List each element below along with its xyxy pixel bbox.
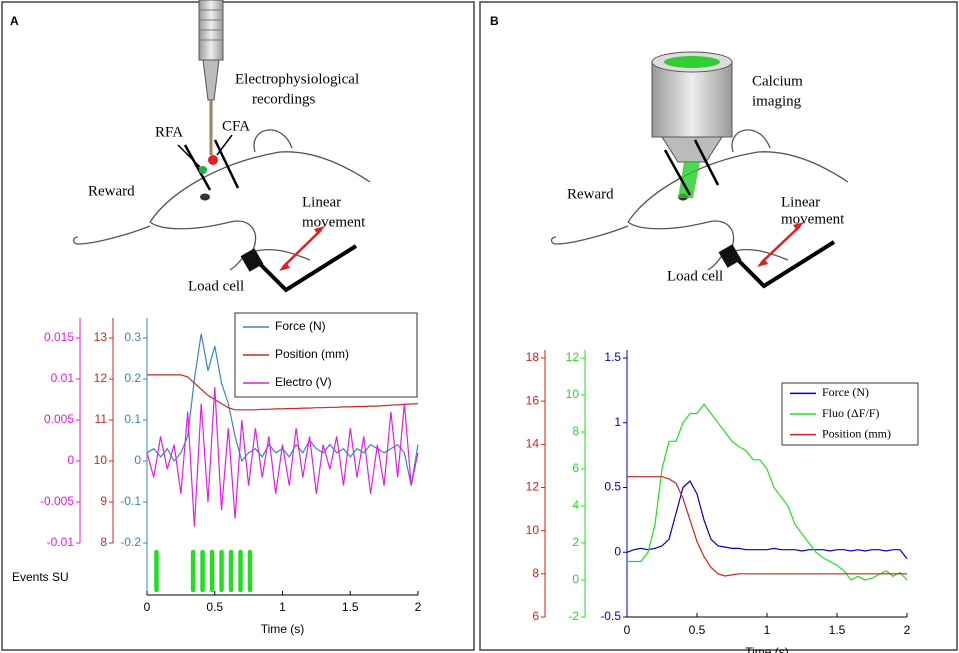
- annotation: Load cell: [667, 268, 723, 284]
- y-tick-label: 2: [572, 535, 579, 549]
- series-line: [147, 374, 419, 411]
- series-line: [146, 387, 419, 527]
- x-tick-label: 0.5: [206, 600, 223, 614]
- annotation: RFA: [155, 124, 183, 140]
- annotation: imaging: [752, 93, 802, 109]
- x-tick-label: 0: [624, 623, 631, 637]
- series-line: [626, 480, 908, 560]
- y-tick-label: 1.5: [604, 350, 621, 364]
- x-tick-label: 0: [144, 600, 151, 614]
- y-tick-label: 10: [526, 523, 540, 537]
- y-tick-label: 16: [526, 393, 540, 407]
- y-tick-label: -0.2: [120, 535, 141, 549]
- illustration: [72, 0, 371, 293]
- annotation: Load cell: [188, 278, 244, 294]
- y-tick-label: 9: [100, 494, 107, 508]
- x-tick-label: 2: [904, 623, 911, 637]
- y-tick-label: 8: [100, 535, 107, 549]
- y-tick-label: -0.005: [40, 494, 74, 508]
- y-tick-label: 0.005: [44, 412, 74, 426]
- annotation: CFA: [222, 118, 250, 134]
- y-tick-label: 6: [532, 609, 539, 623]
- x-axis-title: Time (s): [261, 622, 305, 636]
- y-tick-label: 0: [134, 453, 141, 467]
- y-tick-label: 8: [532, 566, 539, 580]
- annotation: Electrophysiological: [235, 71, 359, 87]
- panel-label: A: [10, 14, 19, 28]
- annotation: recordings: [252, 91, 315, 107]
- illustration: [550, 51, 849, 289]
- y-tick-label: -0.01: [47, 535, 75, 549]
- x-tick-label: 2: [415, 600, 422, 614]
- x-tick-label: 1.5: [342, 600, 359, 614]
- y-tick-label: 0: [67, 453, 74, 467]
- annotation: movement: [781, 211, 845, 227]
- y-tick-label: 0: [614, 544, 621, 558]
- panel-label: B: [490, 14, 499, 28]
- annotation: movement: [302, 214, 366, 230]
- legend-label: Electro (V): [275, 375, 332, 389]
- x-tick-label: 1.5: [829, 623, 846, 637]
- legend-label: Force (N): [822, 385, 869, 399]
- y-tick-label: 0.2: [124, 371, 141, 385]
- y-tick-label: 0.01: [51, 371, 75, 385]
- y-tick-label: 13: [94, 330, 108, 344]
- y-tick-label: 10: [94, 453, 108, 467]
- event-label: Events SU: [12, 570, 69, 584]
- y-tick-label: 0: [572, 572, 579, 586]
- x-tick-label: 1: [279, 600, 286, 614]
- x-tick-label: 0.5: [689, 623, 706, 637]
- x-tick-label: 1: [764, 623, 771, 637]
- y-tick-label: 6: [572, 461, 579, 475]
- y-tick-label: 0.5: [604, 480, 621, 494]
- legend-label: Position (mm): [275, 347, 349, 361]
- y-tick-label: 12: [94, 371, 108, 385]
- annotation: Reward: [88, 183, 135, 199]
- y-tick-label: 14: [526, 437, 540, 451]
- y-tick-label: 8: [572, 424, 579, 438]
- x-axis-title: Time (s): [745, 645, 789, 653]
- panel-frame: [1, 1, 475, 651]
- y-tick-label: 0.3: [124, 330, 141, 344]
- legend-label: Position (mm): [822, 426, 891, 440]
- y-tick-label: -0.1: [120, 494, 141, 508]
- y-tick-label: -0.5: [600, 609, 621, 623]
- y-tick-label: 18: [526, 350, 540, 364]
- y-tick-label: 10: [566, 387, 580, 401]
- y-tick-label: 11: [95, 412, 108, 426]
- annotation: Reward: [567, 186, 614, 202]
- panel-frame: [479, 1, 958, 651]
- y-tick-label: 4: [572, 498, 579, 512]
- y-tick-label: -2: [568, 609, 579, 623]
- y-tick-label: 0.015: [44, 330, 74, 344]
- legend-label: Fluo (ΔF/F): [822, 406, 879, 420]
- annotation: Calcium: [752, 73, 803, 89]
- y-tick-label: 12: [526, 480, 540, 494]
- annotation: Linear: [781, 194, 820, 210]
- y-tick-label: 0.1: [124, 412, 141, 426]
- annotation: Linear: [302, 194, 341, 210]
- series-line: [627, 476, 907, 577]
- legend-label: Force (N): [275, 319, 326, 333]
- y-tick-label: 12: [566, 350, 580, 364]
- series-line: [627, 403, 908, 581]
- y-tick-label: 1: [614, 415, 621, 429]
